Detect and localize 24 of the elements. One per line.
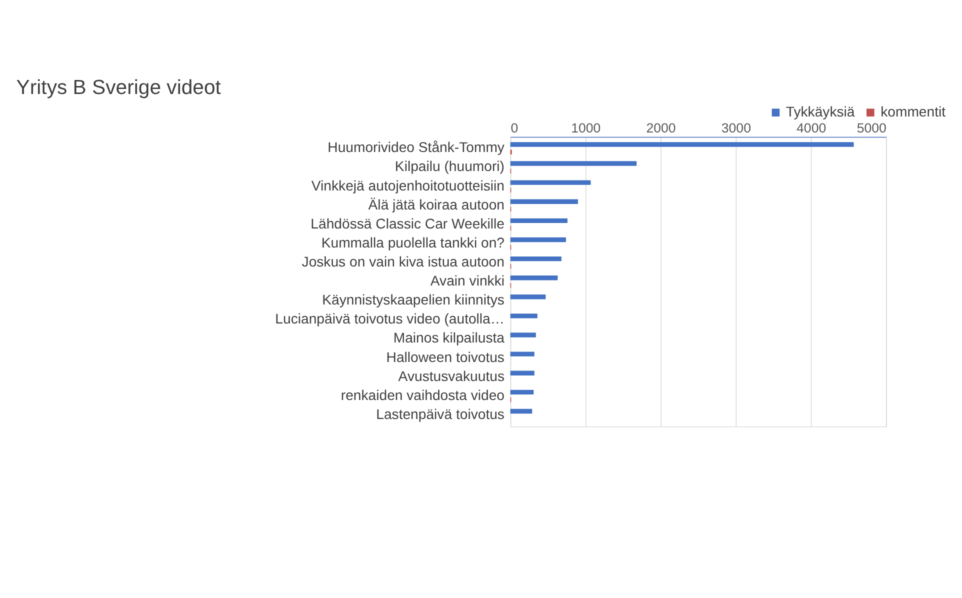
y-tick-label: Avain vinkki (430, 272, 504, 289)
x-tick-label: 3000 (721, 120, 751, 136)
y-tick-label: Lucianpäivä toivotus video (autolla… (275, 310, 504, 327)
y-tick-label: Älä jätä koiraa autoon (368, 196, 504, 212)
y-tick-label: Vinkkejä autojenhoitotuotteisiin (311, 177, 504, 194)
x-tick-label: 0 (510, 120, 518, 136)
x-tick-label: 4000 (796, 120, 826, 136)
y-tick-label: Halloween toivotus (386, 348, 504, 365)
y-tick-label: Lähdössä Classic Car Weekille (310, 215, 505, 232)
y-tick-label: renkaiden vaihdosta video (340, 386, 505, 403)
x-tick-label: 1000 (571, 120, 601, 136)
y-tick-label: Avustusvakuutus (398, 368, 504, 384)
y-tick-label: Joskus on vain kiva istua autoon (302, 254, 504, 270)
y-tick-label: Käynnistyskaapelien kiinnitys (322, 292, 504, 308)
x-tick-label: 5000 (856, 120, 886, 136)
legend-label: kommentit (880, 104, 946, 120)
legend-label: Tykkäyksiä (786, 104, 855, 120)
y-tick-label: Huumorivideo Stånk-Tommy (328, 139, 506, 156)
text: Yritys B Sverige videot (16, 76, 222, 99)
y-tick-label: Kilpailu (huumori) (394, 158, 504, 174)
y-tick-label: Kummalla puolella tankki on? (321, 234, 505, 250)
x-tick-label: 2000 (646, 120, 676, 136)
y-tick-label: Lastenpäivä toivotus (376, 406, 504, 422)
y-tick-label: Mainos kilpailusta (393, 330, 505, 346)
